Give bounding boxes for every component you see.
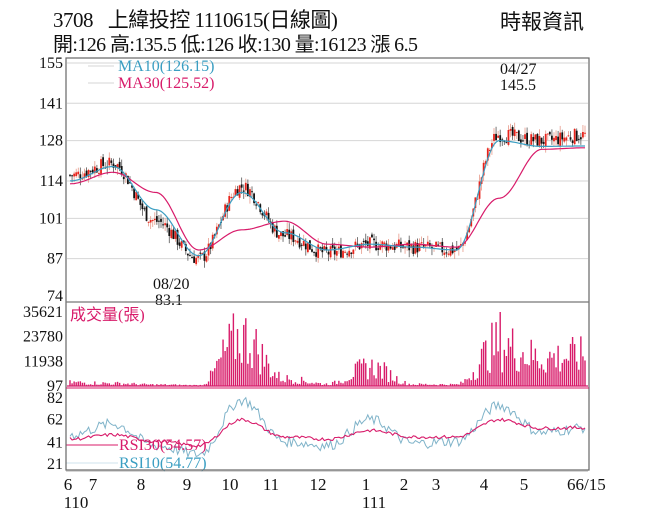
chart-frame [65, 57, 590, 471]
x-month-label: 2 [400, 475, 409, 494]
x-month-label: 1 [362, 475, 371, 494]
x-month-label: 6 [64, 475, 73, 494]
volume-y-tick: 35621 [23, 304, 63, 321]
x-axis-ticks [66, 470, 588, 472]
volume-y-tick: 23780 [23, 329, 63, 346]
rsi30-line [69, 417, 586, 448]
price-y-tick: 87 [47, 251, 63, 268]
ma30-legend: MA30(125.52) [118, 75, 214, 92]
stock-code: 3708 [53, 8, 94, 32]
x-month-label: 12 [310, 475, 327, 494]
x-month-label: 8 [137, 475, 146, 494]
chart-title: 3708 上緯投控 1110615(日線圖) [53, 4, 338, 34]
low-value-annotation: 83.1 [155, 292, 183, 309]
data-source: 時報資訊 [500, 10, 584, 34]
rsi-y-tick: 41 [47, 434, 63, 451]
candlesticks [69, 122, 586, 268]
high-value-annotation: 145.5 [500, 77, 536, 94]
volume-title: 成交量(張) [70, 306, 145, 324]
x-month-label: 11 [263, 475, 279, 494]
x-year-label: 111 [362, 493, 386, 512]
date-label: 1110615(日線圖) [194, 8, 338, 32]
rsi-panel: 82 62 41 21 RSI30(54.57) RSI10(54.77) [47, 390, 586, 473]
price-y-tick: 74 [47, 288, 63, 305]
stock-name: 上緯投控 [107, 8, 191, 32]
x-month-label: 66/15 [567, 475, 606, 494]
rsi10-legend: RSI10(54.77) [119, 455, 207, 472]
x-year-label: 110 [64, 493, 89, 512]
price-y-tick: 128 [39, 133, 63, 150]
price-y-tick: 141 [39, 95, 63, 112]
rsi30-legend: RSI30(54.57) [119, 437, 207, 454]
price-y-axis: 155 141 128 114 101 87 74 [39, 55, 63, 305]
ma10-legend: MA10(126.15) [118, 58, 214, 75]
low-date-annotation: 08/20 [153, 276, 189, 293]
rsi-y-tick: 82 [47, 390, 63, 407]
rsi-y-tick: 62 [47, 412, 63, 429]
ohlc-summary: 開:126 高:135.5 低:126 收:130 量:16123 漲 6.5 [53, 34, 418, 56]
ma10-line [70, 140, 585, 257]
x-month-label: 5 [520, 475, 529, 494]
ma30-line [69, 147, 585, 251]
price-panel: 155 141 128 114 101 87 74 MA10(126.15) MA30(12… [39, 55, 588, 309]
high-date-annotation: 04/27 [500, 61, 536, 78]
x-month-label: 7 [89, 475, 98, 494]
rsi-y-tick: 21 [47, 456, 63, 473]
price-y-tick: 101 [39, 210, 63, 227]
price-y-tick: 155 [39, 55, 63, 72]
x-month-label: 3 [432, 475, 441, 494]
x-month-label: 9 [183, 475, 192, 494]
x-month-label: 4 [480, 475, 489, 494]
volume-y-tick: 11938 [24, 353, 63, 370]
x-month-label: 10 [222, 475, 239, 494]
volume-panel: 35621 23780 11938 97 成交量(張) [23, 304, 588, 395]
volume-y-tick: 97 [47, 378, 63, 395]
rsi-y-axis: 82 62 41 21 [47, 390, 63, 473]
price-y-tick: 114 [40, 173, 63, 190]
rsi10-line [69, 396, 586, 459]
volume-bars [67, 312, 588, 387]
volume-y-axis: 35621 23780 11938 97 [23, 304, 63, 395]
